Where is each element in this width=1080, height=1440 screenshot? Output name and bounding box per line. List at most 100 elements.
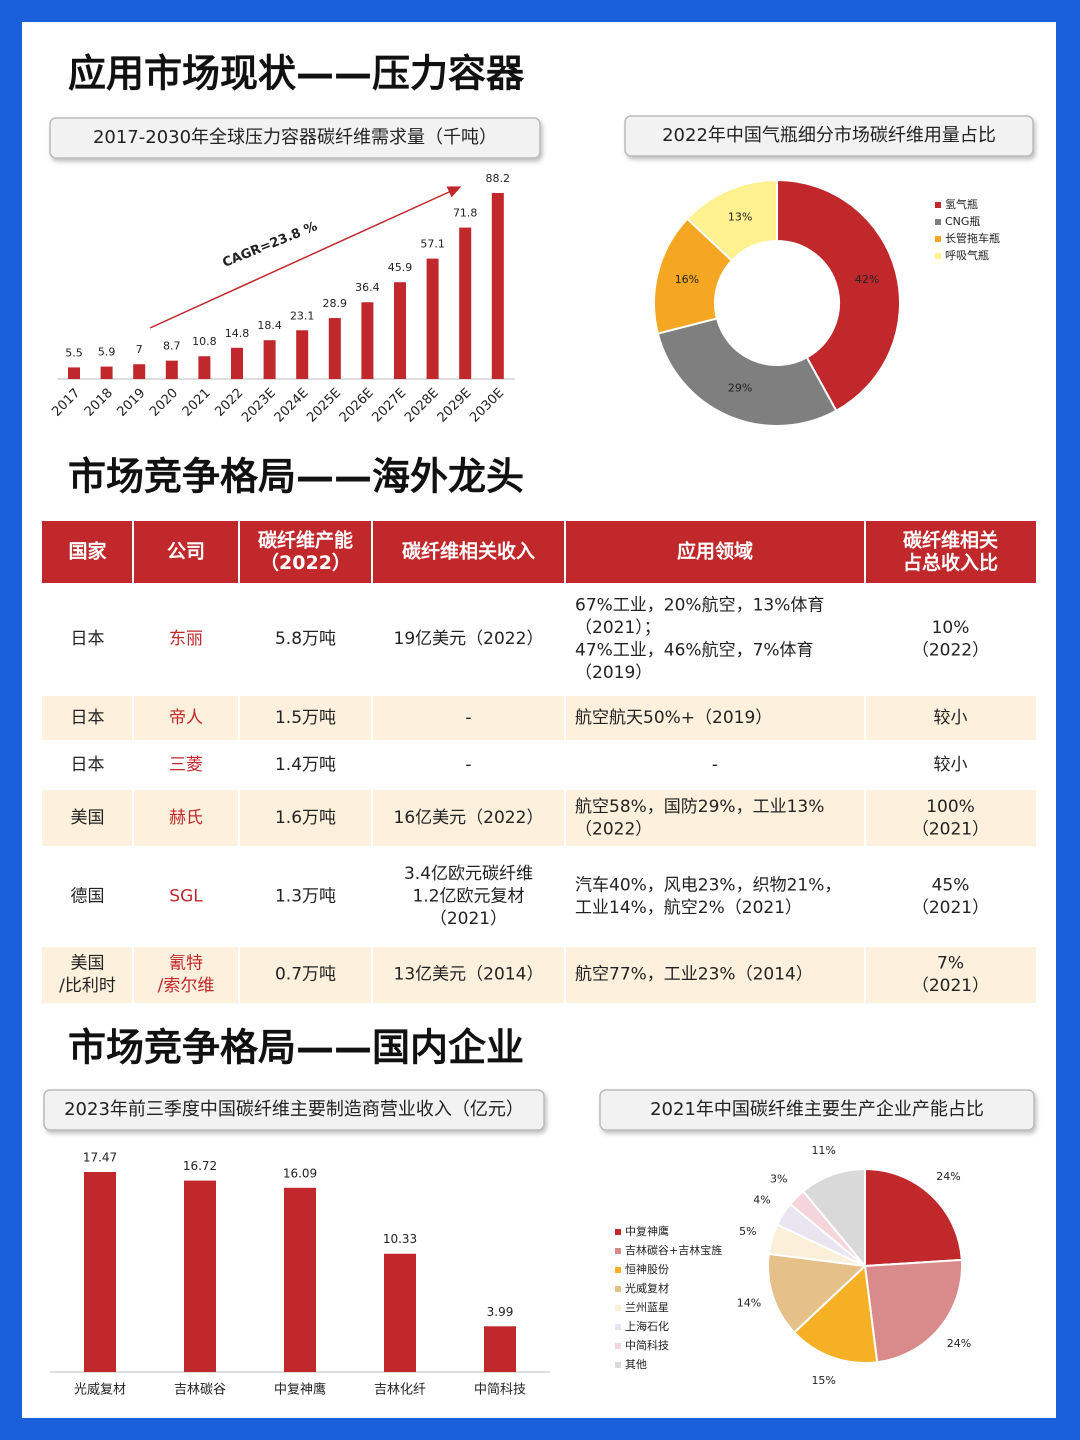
legend-label: 兰州蓝星 <box>625 1301 669 1314</box>
legend-swatch <box>615 1305 621 1311</box>
table-header: 碳纤维相关收入 <box>402 540 535 563</box>
legend-label: 吉林碳谷+吉林宝旌 <box>625 1243 722 1257</box>
table-header: 占总收入比 <box>903 551 998 574</box>
legend-swatch <box>615 1362 621 1368</box>
x-tick-label: 光威复材 <box>74 1383 126 1398</box>
table-cell: 1.5万吨 <box>275 708 336 728</box>
table-cell: 日本 <box>71 755 105 775</box>
bar <box>284 1187 316 1372</box>
legend-label: 长管拖车瓶 <box>945 231 1000 245</box>
bar <box>231 347 243 379</box>
bar <box>426 258 439 379</box>
table-cell: （2021）； <box>575 618 661 638</box>
table-cell: 三菱 <box>169 755 203 775</box>
legend-label: 恒神股份 <box>625 1262 669 1276</box>
data-label: 7 <box>136 343 143 356</box>
table-cell: 13亿美元（2014） <box>394 965 544 985</box>
chart-title: 2021年中国碳纤维主要生产企业产能占比 <box>650 1099 984 1120</box>
legend-swatch <box>935 219 941 225</box>
table-header-row <box>42 521 1036 583</box>
table-cell: 45% <box>932 875 970 895</box>
legend-swatch <box>615 1343 621 1349</box>
table-cell: 0.7万吨 <box>275 965 336 985</box>
bar <box>328 318 341 379</box>
legend-label: 光威复材 <box>625 1281 669 1295</box>
table-cell: （2022） <box>575 819 652 839</box>
slice <box>792 1263 879 1364</box>
slice <box>656 317 838 427</box>
table-header: 碳纤维产能 <box>258 528 353 551</box>
legend-label: 中复神鹰 <box>625 1224 669 1238</box>
x-tick-label: 吉林碳谷 <box>174 1383 226 1398</box>
bar <box>100 366 113 379</box>
data-label: 10.33 <box>383 1232 417 1246</box>
table-cell: 氰特 <box>169 953 203 973</box>
table-cell: 美国 <box>71 808 105 828</box>
bar <box>184 1180 216 1372</box>
table-cell: 19亿美元（2022） <box>394 629 544 649</box>
legend-swatch <box>935 202 941 208</box>
x-tick-label: 中复神鹰 <box>274 1382 326 1398</box>
table-cell: - <box>465 755 471 775</box>
table-cell: 帝人 <box>169 708 203 728</box>
data-label: 5.5 <box>65 346 83 359</box>
table-cell: 16亿美元（2022） <box>394 808 544 828</box>
table-cell: 美国 <box>71 953 105 973</box>
chart-title: 2017-2030年全球压力容器碳纤维需求量（千吨） <box>93 127 497 148</box>
table-cell: /比利时 <box>59 976 116 996</box>
data-label: 23.1 <box>290 309 315 322</box>
table-cell: 3.4亿欧元碳纤维 <box>404 864 533 884</box>
data-label: 17.47 <box>83 1151 117 1165</box>
table-cell: 47%工业，46%航空，7%体育 <box>575 640 814 660</box>
table-cell: （2021） <box>912 819 989 839</box>
bar <box>84 1172 116 1372</box>
table-header: 碳纤维相关 <box>903 528 998 551</box>
data-label: 45.9 <box>388 261 413 274</box>
data-label: 3% <box>770 1173 787 1186</box>
data-label: 57.1 <box>420 238 445 251</box>
legend-label: 呼吸气瓶 <box>945 248 989 262</box>
data-label: 71.8 <box>453 207 478 220</box>
data-label: 29% <box>728 381 752 394</box>
table-cell: 67%工业，20%航空，13%体育 <box>575 595 824 615</box>
table-header: 公司 <box>167 541 205 563</box>
legend-swatch <box>615 1229 621 1235</box>
table-row-bg <box>42 695 1036 741</box>
table-cell: 东丽 <box>169 629 203 649</box>
legend-label: 其他 <box>625 1358 647 1371</box>
data-label: 13% <box>728 211 752 224</box>
table-cell: 100% <box>926 797 975 817</box>
data-label: 16% <box>675 273 699 286</box>
table-cell: （2021） <box>912 898 989 918</box>
table-cell: （2019） <box>575 663 652 683</box>
bar <box>133 364 146 379</box>
bar <box>484 1326 516 1372</box>
data-label: 4% <box>753 1194 770 1207</box>
bar <box>68 367 80 379</box>
bar <box>165 360 178 379</box>
data-label: 8.7 <box>163 340 181 353</box>
bar <box>394 282 406 379</box>
data-label: 14.8 <box>225 327 250 340</box>
table-cell: /索尔维 <box>158 976 215 996</box>
data-label: 36.4 <box>355 281 380 294</box>
data-label: 10.8 <box>192 335 217 348</box>
table-cell: - <box>712 755 718 775</box>
data-label: 18.4 <box>257 319 282 332</box>
data-label: 14% <box>737 1297 761 1310</box>
table-cell: 航空77%，工业23%（2014） <box>575 965 813 985</box>
legend-swatch <box>615 1324 621 1330</box>
data-label: 16.09 <box>283 1166 317 1180</box>
data-label: 16.72 <box>183 1159 217 1173</box>
legend-swatch <box>935 253 941 259</box>
bar <box>459 227 472 379</box>
bar <box>491 193 504 379</box>
table-cell: （2022） <box>912 640 989 660</box>
data-label: 5.9 <box>98 346 116 359</box>
bar <box>296 330 309 379</box>
chart-title-box <box>624 115 1034 157</box>
table-header: 国家 <box>68 540 107 563</box>
table-cell: 航空58%，国防29%，工业13% <box>575 797 824 817</box>
table-cell: 赫氏 <box>169 808 203 828</box>
